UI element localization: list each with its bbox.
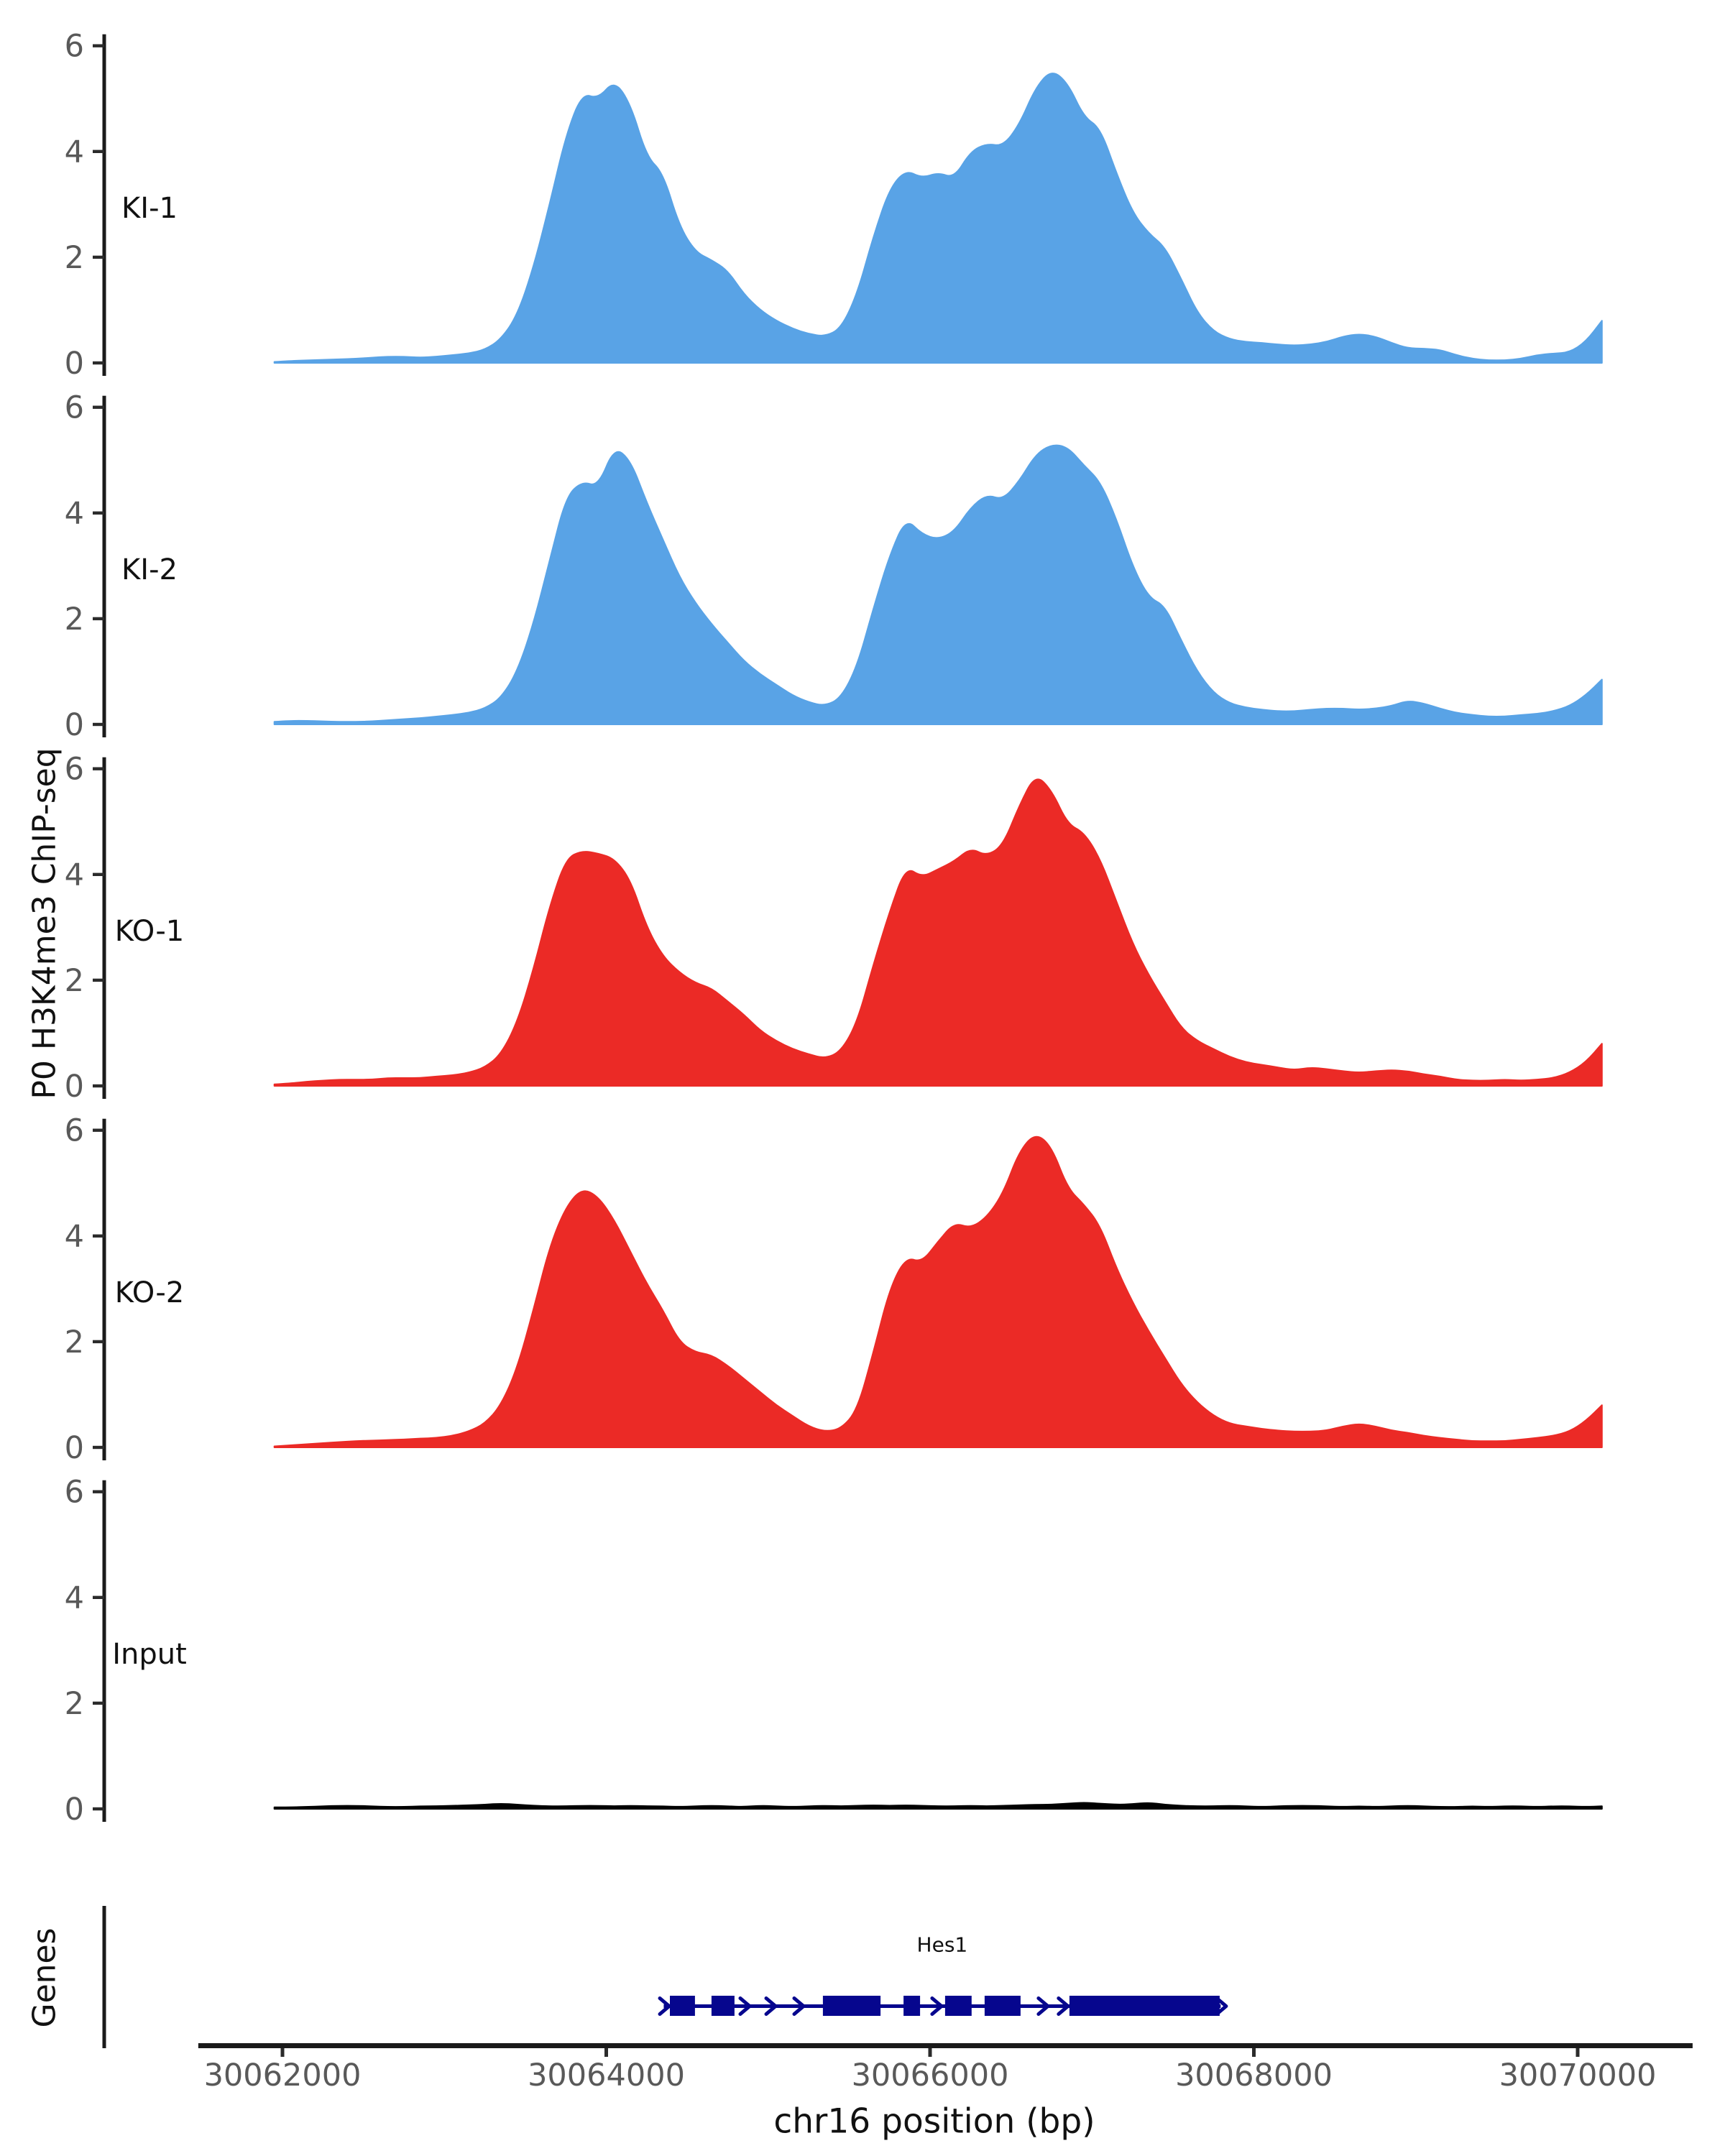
- track-label-ko-1: KO-1: [114, 915, 185, 948]
- y-tick-label-KI-2-4: 4: [65, 496, 84, 532]
- gene-strand-chevron-4: [792, 1996, 806, 2016]
- gene-exon-5: [944, 1996, 972, 2016]
- y-tick-mark-KI-1-6: [93, 44, 104, 47]
- y-tick-label-KI-2-2: 2: [65, 602, 84, 637]
- y-axis-spine-KI-1: [102, 34, 106, 376]
- signal-area-KI-2: [273, 444, 1603, 725]
- gene-exon-6: [984, 1996, 1021, 2016]
- y-tick-mark-KI-2-6: [93, 405, 104, 409]
- y-tick-label-KO-2-4: 4: [65, 1219, 84, 1255]
- gene-exon-7: [1069, 1996, 1220, 2016]
- gene-strand-chevron-3: [764, 1996, 778, 2016]
- y-tick-mark-KO-1-2: [93, 978, 104, 982]
- gene-exon-4: [903, 1996, 921, 2016]
- track-label-ki-2: KI-2: [121, 553, 178, 586]
- y-tick-label-KI-2-6: 6: [65, 390, 84, 426]
- y-tick-label-KI-2-0: 0: [65, 707, 84, 743]
- y-tick-label-Input-4: 4: [65, 1580, 84, 1616]
- x-axis-title: chr16 position (bp): [773, 2101, 1095, 2142]
- y-tick-label-KO-1-6: 6: [65, 752, 84, 788]
- y-axis-label: P0 H3K4me3 ChIP-seq: [26, 747, 63, 1100]
- track-label-input: Input: [112, 1638, 187, 1671]
- track-label-ki-1: KI-1: [121, 192, 178, 225]
- y-tick-mark-KO-1-6: [93, 767, 104, 770]
- y-tick-label-KI-1-0: 0: [65, 346, 84, 382]
- y-tick-label-KI-1-6: 6: [65, 29, 84, 65]
- signal-area-KO-2: [273, 1135, 1603, 1448]
- y-axis-spine-Input: [102, 1480, 106, 1822]
- y-axis-spine-KO-1: [102, 757, 106, 1099]
- y-tick-mark-KO-2-4: [93, 1234, 104, 1238]
- track-label-ko-2: KO-2: [114, 1276, 185, 1309]
- gene-strand-chevron-6: [1036, 1996, 1050, 2016]
- y-tick-mark-KI-2-2: [93, 617, 104, 621]
- signal-area-Input: [273, 1802, 1603, 1810]
- gene-strand-chevron-8: [1215, 1996, 1228, 2016]
- gene-strand-chevron-1: [658, 1996, 671, 2016]
- y-tick-mark-KO-2-6: [93, 1128, 104, 1132]
- genes-panel-label: Genes: [26, 1927, 63, 2028]
- y-tick-label-Input-0: 0: [65, 1792, 84, 1828]
- y-tick-mark-Input-6: [93, 1490, 104, 1493]
- y-tick-mark-KO-1-0: [93, 1084, 104, 1088]
- gene-strand-chevron-5: [930, 1996, 944, 2016]
- gene-exon-2: [711, 1996, 735, 2016]
- x-tick-label-30070000: 30070000: [1499, 2058, 1657, 2093]
- y-tick-label-KO-1-2: 2: [65, 963, 84, 999]
- x-tick-mark-30068000: [1252, 2048, 1256, 2057]
- y-tick-mark-KO-1-4: [93, 872, 104, 876]
- y-tick-label-KO-2-2: 2: [65, 1325, 84, 1360]
- y-tick-mark-KI-2-4: [93, 511, 104, 515]
- y-tick-mark-KI-1-4: [93, 149, 104, 153]
- gene-strand-chevron-2: [738, 1996, 752, 2016]
- y-tick-label-KO-1-4: 4: [65, 857, 84, 893]
- y-tick-mark-KI-1-0: [93, 361, 104, 365]
- y-tick-mark-KO-2-0: [93, 1445, 104, 1450]
- y-axis-spine-KO-2: [102, 1118, 106, 1460]
- x-tick-mark-30070000: [1576, 2048, 1580, 2057]
- signal-area-KI-1: [273, 73, 1603, 364]
- y-tick-label-Input-6: 6: [65, 1475, 84, 1511]
- gene-strand-chevron-7: [1057, 1996, 1070, 2016]
- y-tick-label-KO-2-0: 0: [65, 1430, 84, 1466]
- gene-name-label: Hes1: [916, 1932, 968, 1957]
- y-tick-mark-Input-2: [93, 1701, 104, 1705]
- x-tick-mark-30062000: [280, 2048, 285, 2057]
- y-tick-label-KI-1-2: 2: [65, 240, 84, 276]
- y-axis-spine-KI-2: [102, 395, 106, 737]
- y-tick-label-KI-1-4: 4: [65, 134, 84, 170]
- y-tick-label-Input-2: 2: [65, 1686, 84, 1722]
- y-tick-mark-Input-0: [93, 1807, 104, 1811]
- y-tick-mark-Input-4: [93, 1595, 104, 1599]
- x-tick-label-30066000: 30066000: [852, 2058, 1009, 2093]
- signal-area-KO-1: [273, 778, 1603, 1087]
- x-tick-label-30062000: 30062000: [204, 2058, 362, 2093]
- gene-exon-3: [822, 1996, 881, 2016]
- x-tick-mark-30066000: [928, 2048, 932, 2057]
- genes-axis-spine: [102, 1906, 106, 2048]
- x-tick-label-30068000: 30068000: [1175, 2058, 1333, 2093]
- y-tick-mark-KI-1-2: [93, 255, 104, 259]
- x-tick-label-30064000: 30064000: [528, 2058, 685, 2093]
- gene-exon-1: [670, 1996, 695, 2016]
- x-tick-mark-30064000: [604, 2048, 608, 2057]
- y-tick-mark-KI-2-0: [93, 722, 104, 727]
- x-axis-line: [198, 2043, 1693, 2048]
- y-tick-label-KO-1-0: 0: [65, 1069, 84, 1105]
- y-tick-mark-KO-2-2: [93, 1340, 104, 1344]
- y-tick-label-KO-2-6: 6: [65, 1113, 84, 1149]
